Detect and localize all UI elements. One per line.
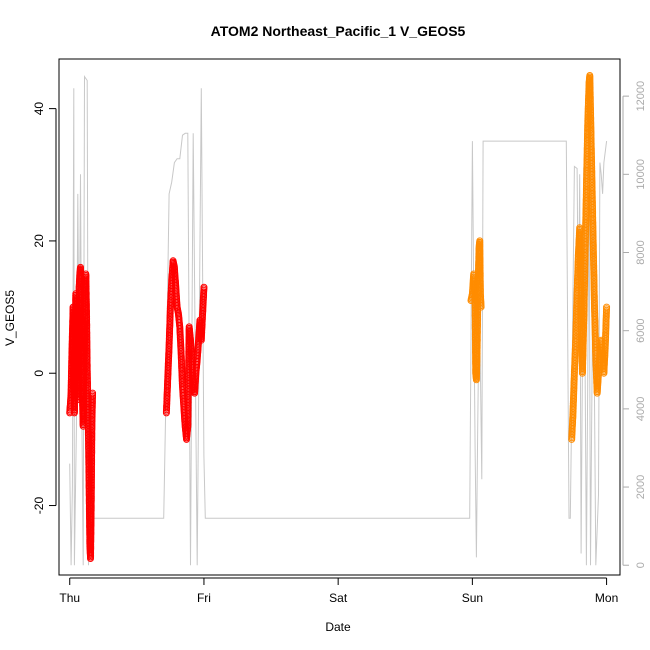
data-point-s2	[477, 303, 485, 311]
y-axis-right: 0 2000 4000 6000 8000 10000 12000	[622, 81, 647, 568]
y2-tick-label: 6000	[635, 318, 647, 342]
y-tick-label: 20	[32, 234, 46, 248]
y-tick-label: 40	[32, 102, 46, 116]
x-axis-label: Date	[325, 620, 351, 634]
x-tick-label: Fri	[197, 591, 211, 605]
data-point-s1	[200, 283, 208, 291]
y2-tick-label: 12000	[635, 81, 647, 112]
y-axis-left: -20 0 20 40	[32, 102, 57, 515]
data-point-s2	[603, 303, 611, 311]
y2-tick-label: 0	[635, 562, 647, 568]
x-tick-label: Sun	[462, 591, 483, 605]
y2-tick-label: 8000	[635, 240, 647, 264]
altitude-line	[69, 75, 608, 566]
x-tick-label: Mon	[595, 591, 618, 605]
x-tick-label: Sat	[329, 591, 348, 605]
y-tick-label: -20	[32, 497, 46, 515]
plot-frame	[58, 58, 621, 576]
y2-tick-label: 10000	[635, 159, 647, 190]
y2-tick-label: 4000	[635, 397, 647, 421]
y-tick-label: 0	[32, 370, 46, 377]
chart-title: ATOM2 Northeast_Pacific_1 V_GEOS5	[211, 23, 466, 39]
x-axis: Thu Fri Sat Sun Mon	[59, 577, 618, 605]
y-axis-label: V_GEOS5	[3, 290, 17, 346]
data-points	[66, 72, 611, 562]
x-tick-label: Thu	[59, 591, 80, 605]
y2-tick-label: 2000	[635, 475, 647, 499]
altitude-trace	[69, 75, 608, 566]
data-point-s1	[89, 389, 97, 397]
